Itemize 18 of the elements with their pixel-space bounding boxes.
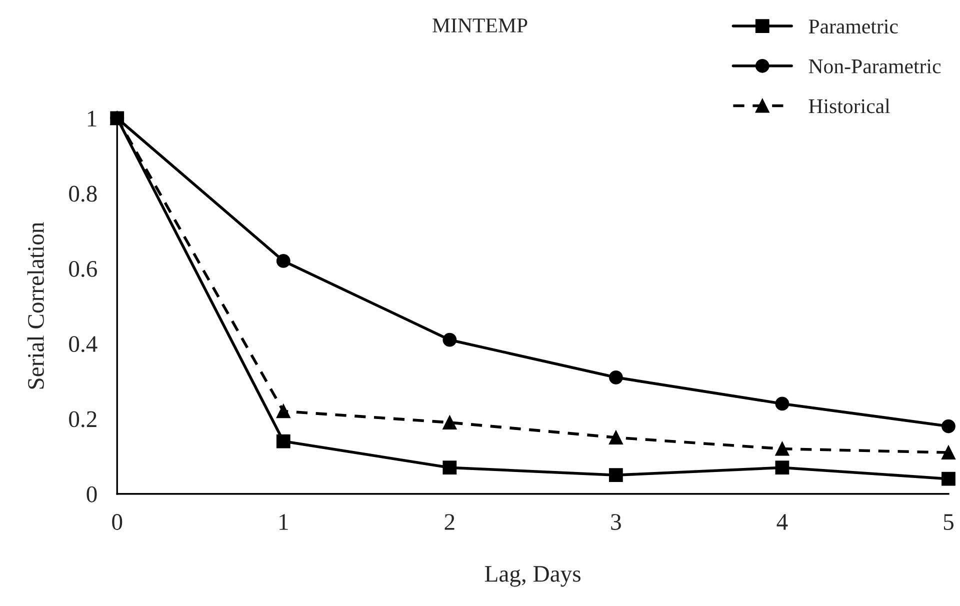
y-tick-label: 0.6	[69, 260, 97, 277]
x-tick-label: 5	[944, 514, 954, 530]
legend-label: Non-Parametric	[808, 59, 941, 74]
x-tick-label: 4	[776, 514, 788, 530]
y-tick-label: 0.4	[69, 336, 98, 352]
legend-label: Parametric	[808, 20, 898, 34]
x-axis-title: Lag, Days	[484, 566, 580, 587]
y-tick-label: 0.8	[69, 186, 97, 202]
legend-label: Historical	[808, 98, 890, 114]
y-axis-title: Serial Correlation	[27, 222, 44, 389]
y-tick-label: 0	[86, 486, 97, 502]
chart-title: MINTEMP	[432, 18, 528, 32]
x-tick-label: 3	[611, 514, 621, 530]
y-tick-label: 1	[88, 110, 96, 126]
x-tick-label: 1	[280, 514, 288, 530]
x-tick-label: 2	[444, 514, 454, 530]
y-tick-label: 0.2	[69, 411, 96, 428]
x-tick-label: 0	[112, 514, 122, 530]
